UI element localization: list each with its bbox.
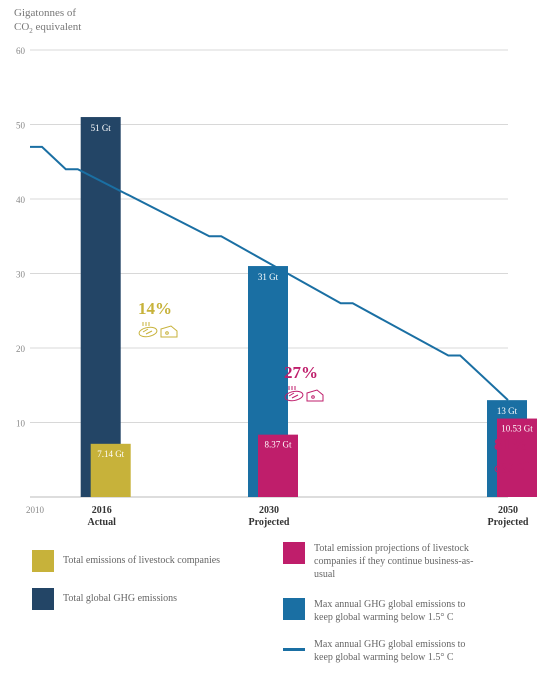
bar-value-label: 8.37 Gt	[265, 440, 292, 450]
y-tick-label: 10	[16, 419, 26, 429]
co2-subscript: 2	[29, 27, 33, 36]
bar-livestock	[258, 434, 298, 497]
co2-text: CO	[14, 21, 30, 33]
max-emissions-line	[30, 145, 509, 401]
x-group-sub: Projected	[249, 517, 290, 528]
legend-swatch-line	[283, 648, 305, 651]
x-group-year: 2030	[259, 505, 279, 516]
bar-value-label: 31 Gt	[258, 272, 279, 282]
legend-swatch-navy	[32, 588, 54, 610]
bar-value-label: 10.53 Gt	[501, 424, 533, 434]
percent-share-label: 27%	[284, 363, 318, 382]
y-tick-label: 30	[16, 270, 26, 280]
y-tick-label: 60	[16, 46, 26, 56]
legend-swatch-gold	[32, 550, 54, 572]
bar-livestock	[497, 418, 537, 497]
legend-label: Total global GHG emissions	[63, 593, 178, 604]
percent-share-label: 14%	[138, 299, 172, 318]
meat-cheese-icon	[284, 386, 324, 402]
legend-item-global-ghg: Total global GHG emissions	[32, 588, 243, 610]
y-tick-label: 40	[16, 195, 26, 205]
y-tick-label: 50	[16, 121, 26, 131]
percent-share-label: 81%	[494, 435, 528, 454]
co2-tail: equivalent	[32, 21, 82, 33]
y-axis-unit-line1: Gigatonnes of	[14, 7, 77, 19]
meat-cheese-icon	[494, 458, 534, 474]
x-group-year: 2016	[92, 505, 112, 516]
meat-cheese-icon	[138, 322, 178, 338]
bar-livestock	[90, 443, 131, 497]
legend-label: Total emissions of livestock companies	[63, 555, 221, 566]
y-axis-unit-line2: CO2 equivalent	[14, 20, 81, 38]
bar-value-label: 51 Gt	[91, 123, 112, 133]
bar-value-label: 13 Gt	[497, 406, 518, 416]
y-axis-unit-label: Gigatonnes of CO2 equivalent	[14, 6, 81, 38]
legend-item-livestock-total: Total emissions of livestock companies	[32, 550, 243, 572]
legend-swatch-blue	[283, 598, 305, 620]
legend-label: Max annual GHG global emissions to keep …	[314, 639, 466, 663]
x-group-sub: Projected	[488, 517, 529, 528]
legend-swatch-magenta	[283, 542, 305, 564]
legend-item-max-line: Max annual GHG global emissions to keep …	[283, 638, 484, 664]
legend-label: Total emission projections of livestock …	[314, 543, 474, 580]
legend-label: Max annual GHG global emissions to keep …	[314, 599, 466, 623]
x-start-label: 2010	[26, 505, 45, 515]
x-group-sub: Actual	[88, 517, 117, 528]
x-group-year: 2050	[498, 505, 518, 516]
bar-value-label: 7.14 Gt	[97, 449, 124, 459]
legend-item-livestock-projection: Total emission projections of livestock …	[283, 542, 474, 581]
y-tick-label: 20	[16, 344, 26, 354]
legend-item-max-bar: Max annual GHG global emissions to keep …	[283, 598, 484, 624]
